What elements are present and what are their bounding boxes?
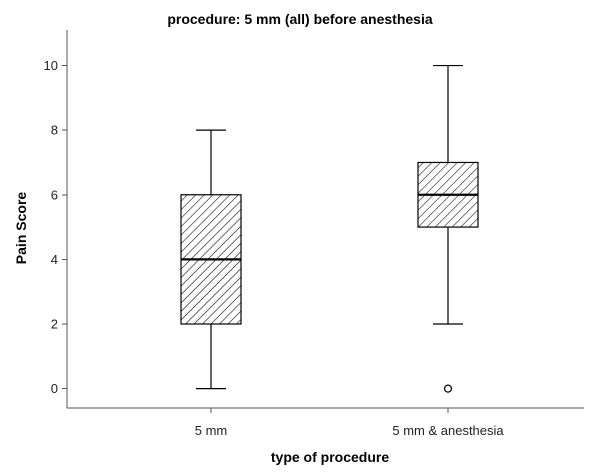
y-tick-label: 8 (51, 123, 58, 138)
y-axis-label: Pain Score (13, 192, 29, 265)
outlier-point (443, 384, 453, 393)
y-ticks: 0 2 4 6 8 10 (44, 58, 67, 396)
y-tick-label: 4 (51, 252, 58, 267)
y-tick-label: 2 (51, 317, 58, 332)
y-tick-label: 6 (51, 187, 58, 202)
y-tick-label: 0 (51, 381, 58, 396)
x-ticks: 5 mm 5 mm & anesthesia (195, 408, 504, 438)
x-tick-label: 5 mm & anesthesia (392, 423, 504, 438)
boxplot-2 (417, 64, 479, 393)
y-tick-label: 10 (44, 58, 58, 73)
axes (66, 30, 584, 409)
boxplot-1 (180, 129, 242, 390)
chart-title: procedure: 5 mm (all) before anesthesia (167, 11, 433, 27)
x-tick-label: 5 mm (195, 423, 228, 438)
boxplots (180, 64, 479, 393)
x-axis-label: type of procedure (271, 449, 389, 465)
